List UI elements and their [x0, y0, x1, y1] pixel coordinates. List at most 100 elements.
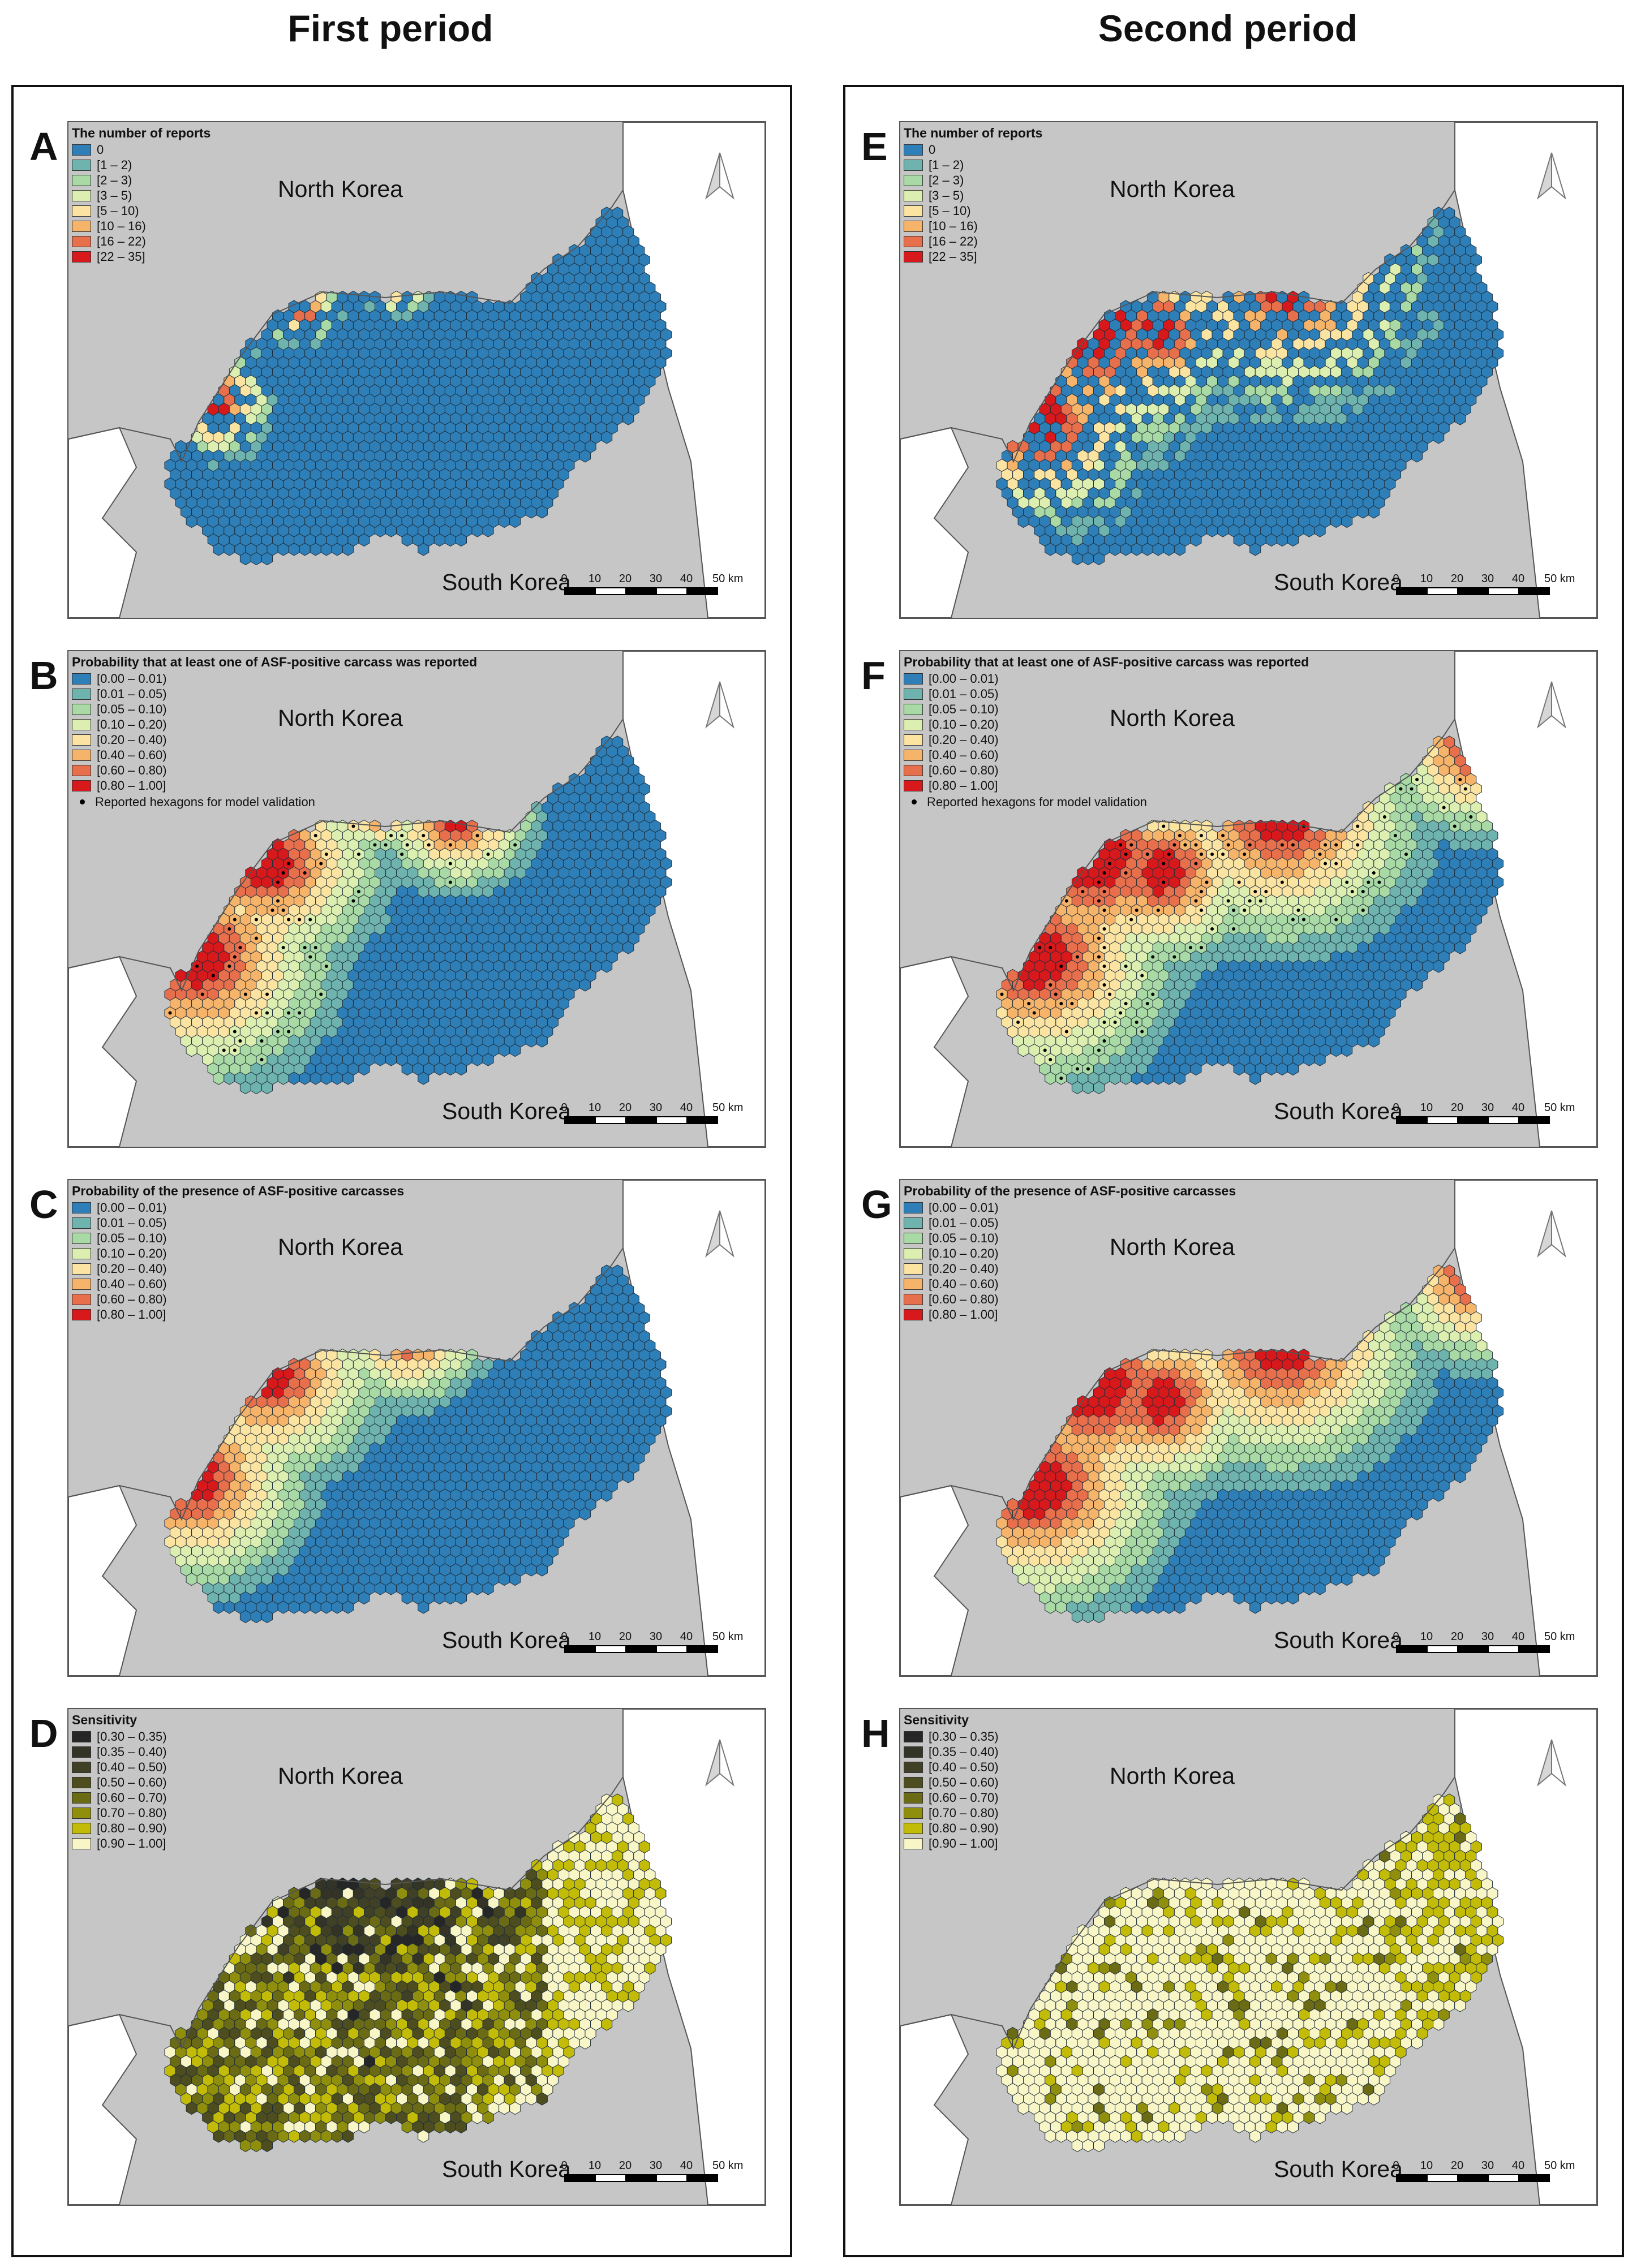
- legend-label: [22 – 35]: [97, 249, 145, 264]
- hexagon-cell: [622, 941, 634, 954]
- hexagon-cell: [482, 1582, 494, 1595]
- legend-label: [1 – 2): [97, 158, 132, 172]
- hexagon-cell: [455, 1591, 467, 1605]
- west-sea: [68, 2013, 138, 2205]
- validation-dot: [233, 955, 237, 959]
- border-line: [68, 190, 624, 463]
- scale-bar: 0 10 20 30 40 50 km: [561, 1101, 751, 1135]
- hexagon-cell: [444, 1062, 456, 1076]
- legend-swatch: [72, 1837, 91, 1849]
- legend-label: [0.20 – 0.40): [97, 733, 167, 747]
- hexagon-cell: [622, 412, 634, 425]
- scale-tick-label: 40: [680, 1101, 693, 1114]
- hexagon-cell: [601, 431, 613, 444]
- legend-title: The number of reports: [72, 126, 211, 140]
- hexagon-cell: [277, 543, 289, 556]
- validation-dot: [287, 918, 291, 922]
- legend-label: [0.20 – 0.40): [97, 1262, 167, 1276]
- hexagon-cell: [418, 2129, 429, 2143]
- validation-dot: [260, 1039, 264, 1043]
- validation-dot: [356, 853, 360, 856]
- legend-swatch: [72, 1746, 91, 1758]
- legend-swatch: [72, 749, 91, 761]
- legend-label: [0.10 – 0.20): [97, 1246, 167, 1260]
- legend-swatch: [72, 190, 91, 201]
- hexagon-cell: [385, 1053, 397, 1066]
- hexagon-cell: [224, 543, 235, 556]
- legend-swatch: [72, 1309, 91, 1320]
- hexagon-cell: [601, 2017, 613, 2031]
- hexagon-cell: [310, 2129, 321, 2143]
- east-sea: [1454, 122, 1597, 618]
- legend-label: [0.40 – 0.60): [97, 1277, 167, 1291]
- map-panel-c: Probability of the presence of ASF-posit…: [67, 1179, 766, 1677]
- validation-dot: [405, 843, 409, 847]
- hexagon-cell: [385, 1582, 397, 1595]
- legend-swatch: [72, 1232, 91, 1244]
- legend-label: Reported hexagons for model validation: [95, 795, 315, 809]
- hexagon-cell: [509, 2101, 521, 2115]
- scale-segment: [656, 587, 688, 595]
- validation-dot: [168, 1011, 172, 1015]
- hexagon-cell: [213, 1600, 225, 1614]
- legend-label: [0.00 – 0.01): [97, 672, 167, 686]
- hexagon-cell: [250, 1081, 262, 1095]
- hexagon-cell: [471, 2111, 483, 2124]
- hexagon-cell: [358, 533, 370, 547]
- legend-swatch: [72, 144, 91, 156]
- scale-tick-label: 10: [588, 1101, 602, 1114]
- legend-item: [5 – 10): [72, 203, 211, 218]
- validation-dot: [238, 1039, 242, 1043]
- hexagon-cell: [455, 2120, 467, 2134]
- hexagon-cell: [579, 978, 591, 992]
- map-canvas: [68, 1709, 765, 2205]
- validation-dot: [254, 1011, 258, 1015]
- hexagon-cell: [186, 1572, 197, 1586]
- validation-dot: [260, 1058, 264, 1061]
- first-period-column: A The number of reports 0 [1 – 2) [2 – 3)[…: [11, 85, 792, 2257]
- validation-dot: [265, 1011, 269, 1015]
- legend-item: [0.60 – 0.70): [72, 1790, 167, 1805]
- legend-label: [0.40 – 0.50): [97, 1760, 167, 1774]
- scale-tick-label: 0: [561, 1101, 568, 1114]
- hexagon-cell: [418, 543, 429, 556]
- validation-dot: [313, 834, 317, 837]
- validation-dot: [211, 974, 215, 978]
- legend-swatch: [72, 734, 91, 746]
- legend-label: [2 – 3): [97, 173, 132, 187]
- map-legend: Probability that at least one of ASF-pos…: [72, 655, 477, 810]
- scale-segment: [625, 2174, 657, 2182]
- hexagon-grid: [164, 735, 672, 1095]
- hexagon-cell: [579, 1507, 591, 1521]
- hexagon-cell: [213, 1071, 225, 1085]
- legend-label: [0.35 – 0.40): [97, 1745, 167, 1759]
- hexagon-cell: [250, 2138, 262, 2153]
- hexagon-cell: [455, 533, 467, 547]
- scale-tick-label: 20: [618, 2159, 632, 2172]
- hexagon-cell: [499, 514, 510, 528]
- validation-dot: [303, 871, 307, 875]
- scale-tick-label: 30: [649, 1101, 663, 1114]
- hexagon-cell: [509, 514, 521, 528]
- legend-swatch: [72, 1202, 91, 1213]
- scale-segment: [595, 587, 626, 595]
- hexagon-cell: [239, 1609, 251, 1624]
- legend-item: [0.90 – 1.00]: [72, 1836, 167, 1851]
- validation-dot: [351, 899, 355, 903]
- legend-item: [0.50 – 0.60): [72, 1775, 167, 1790]
- scale-segment: [686, 1116, 718, 1124]
- legend-label: [0.60 – 0.80): [97, 1292, 167, 1306]
- hexagon-cell: [482, 2111, 494, 2124]
- east-sea: [622, 651, 765, 1147]
- south-korea-label: South Korea: [442, 1098, 571, 1124]
- hexagon-cell: [261, 1609, 273, 1624]
- legend-swatch: [72, 159, 91, 171]
- legend-swatch: [72, 673, 91, 685]
- legend-item: [22 – 35]: [72, 249, 211, 264]
- legend-label: [5 – 10): [97, 204, 139, 218]
- hexagon-cell: [277, 1600, 289, 1614]
- legend-item: [0.00 – 0.01): [72, 1200, 404, 1215]
- validation-dot: [254, 936, 258, 940]
- validation-dot: [313, 946, 317, 949]
- legend-swatch: [72, 205, 91, 217]
